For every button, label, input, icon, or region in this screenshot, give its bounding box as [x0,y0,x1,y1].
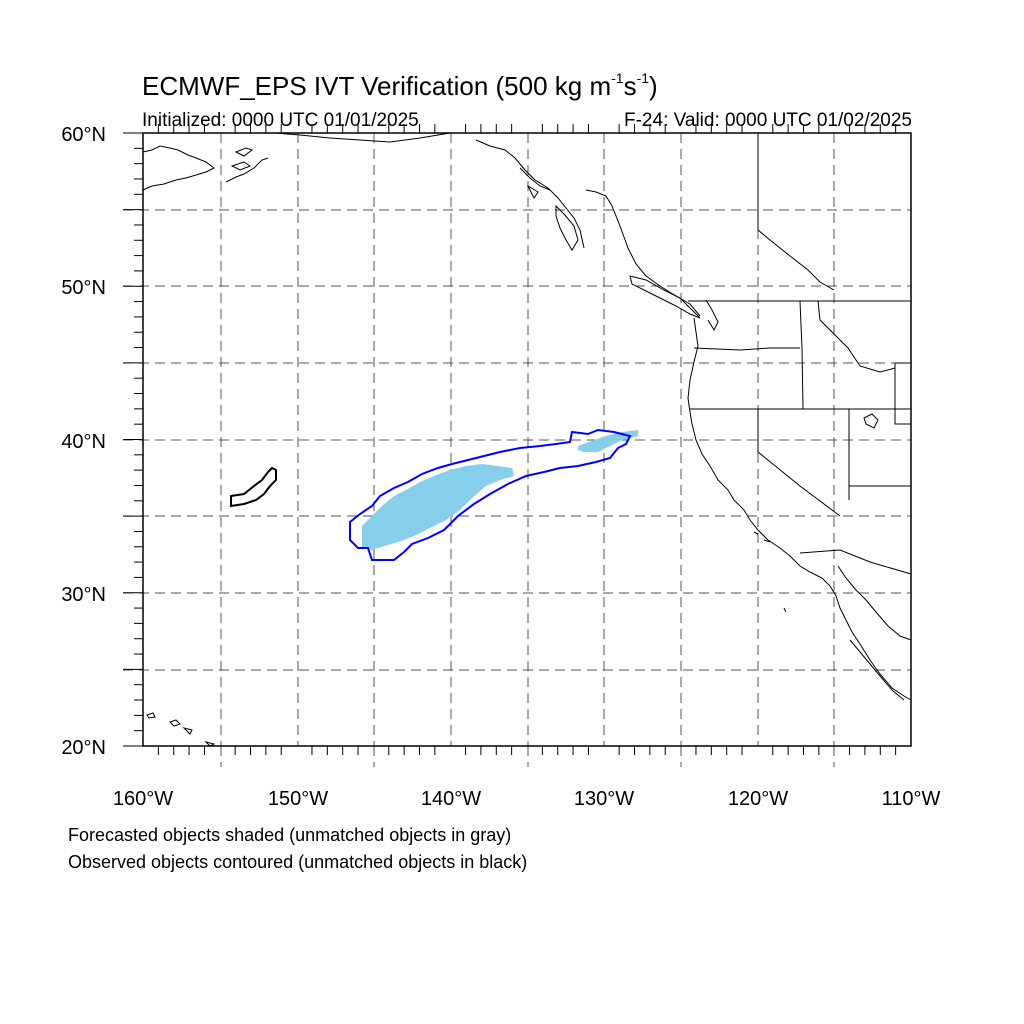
coastline-gulf-of-california [837,565,912,641]
coastline-alexander-archipelago [519,167,579,251]
forecast-legend-note: Forecasted objects shaded (unmatched obj… [68,825,512,845]
lon-axis-labels: 160°W 150°W 140°W 130°W 120°W 110°W [113,788,941,810]
coastline-alaska-panhandle [475,139,585,249]
map-frame [142,132,912,747]
border-us-mexico [799,549,912,575]
coastline-islands-socal [753,531,787,613]
forecast-object-east [578,430,638,452]
coastline-mexico-mainland [849,639,905,701]
coastline-alaska-peninsula [142,145,215,191]
border-idaho-west [799,300,804,410]
lat-axis-labels: 60°N 50°N 40°N 30°N 20°N [61,124,106,759]
forecast-objects [362,430,638,550]
plot-title: ECMWF_EPS IVT Verification (500 kg m-1s-… [142,70,658,101]
border-wyoming [894,362,911,425]
coastline-california [691,423,831,587]
observed-objects [230,428,632,561]
lon-label-120w: 120°W [728,788,788,810]
observed-legend-note: Observed objects contoured (unmatched ob… [68,852,528,872]
coastline-bc [585,189,701,317]
coastlines [142,132,912,747]
coastline-washington-oregon [687,317,699,425]
coastline-great-salt-lake [863,413,879,429]
minor-ticks [123,124,897,755]
border-canada-interior [757,133,835,291]
lon-label-140w: 140°W [421,788,481,810]
lon-label-150w: 150°W [268,788,328,810]
observed-object-unmatched [230,466,277,508]
lat-label-40n: 40°N [61,431,106,453]
forecast-object-main [362,464,514,550]
coastline-baja-pacific [829,585,912,701]
lon-label-110w: 110°W [882,788,941,810]
coastline-vancouver-island [629,275,701,319]
coastline-puget-sound [705,299,719,332]
lat-label-50n: 50°N [61,277,106,299]
map-grid [123,133,911,767]
lat-label-60n: 60°N [61,124,106,146]
border-idaho-montana [817,300,896,373]
coastline-hawaii [146,712,216,747]
lon-label-160w: 160°W [113,788,173,810]
lat-label-20n: 20°N [61,737,106,759]
observed-object-matched [349,428,632,561]
lon-label-130w: 130°W [574,788,634,810]
coastline-gulf-of-alaska-north [274,132,451,143]
initialized-label: Initialized: 0000 UTC 01/01/2025 [142,110,419,131]
border-ca-nv [757,409,841,517]
lat-label-30n: 30°N [61,584,106,606]
coastline-kodiak-islands [225,147,269,183]
border-wa-or [693,347,800,351]
